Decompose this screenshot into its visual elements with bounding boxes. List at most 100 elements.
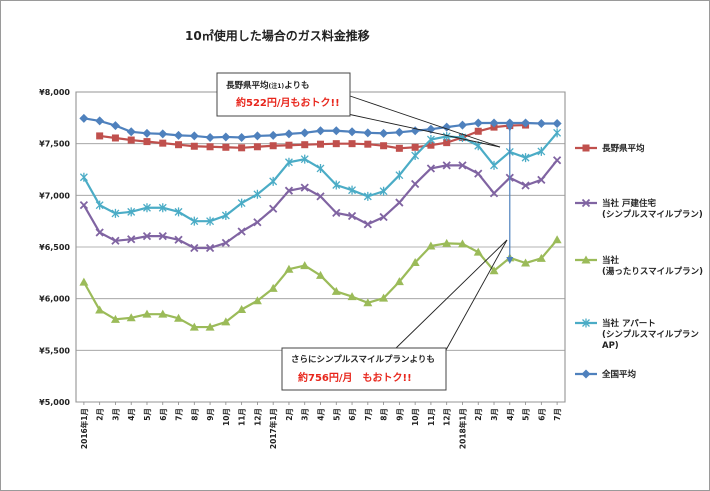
- callout-leader: [393, 239, 508, 351]
- data-point: [269, 204, 278, 213]
- data-point: [158, 309, 168, 318]
- data-point: [284, 157, 293, 167]
- data-point: [221, 210, 230, 220]
- data-point: [111, 236, 120, 245]
- x-tick-label: 6月: [537, 408, 546, 421]
- data-point: [143, 203, 151, 213]
- legend-label: 当社 戸建住宅: [602, 198, 656, 209]
- data-point: [443, 139, 451, 147]
- data-point: [269, 142, 277, 150]
- data-point: [489, 266, 499, 275]
- data-point: [582, 318, 590, 328]
- data-point: [379, 212, 388, 222]
- data-point: [205, 322, 215, 331]
- data-point: [363, 220, 372, 229]
- data-point: [363, 298, 373, 307]
- callout-line1-main: 長野県平均: [226, 80, 269, 91]
- y-tick-label: ¥5,500: [39, 346, 70, 355]
- x-tick-label: 2月: [474, 408, 483, 421]
- x-tick-label: 12月: [253, 408, 262, 426]
- data-point: [110, 314, 120, 323]
- x-tick-label: 3月: [111, 408, 120, 421]
- x-tick-label: 6月: [348, 408, 357, 421]
- data-point: [158, 129, 168, 139]
- data-point: [347, 211, 357, 221]
- data-point: [426, 135, 435, 145]
- x-tick-label: 2018年1月: [457, 408, 467, 449]
- x-tick-label: 8月: [380, 408, 389, 421]
- data-point: [252, 296, 262, 305]
- data-point: [110, 121, 120, 131]
- data-point: [380, 142, 388, 150]
- data-point: [457, 239, 467, 248]
- callout-box: [216, 72, 351, 117]
- data-point: [95, 200, 104, 210]
- data-point: [221, 132, 231, 142]
- data-point: [395, 144, 403, 152]
- series-3: [79, 128, 562, 226]
- data-point: [174, 207, 183, 217]
- data-point: [458, 161, 467, 170]
- callout-line1: 長野県平均(注1)よりも: [226, 80, 310, 91]
- callout-leader: [342, 112, 501, 148]
- data-point: [347, 292, 357, 301]
- data-point: [253, 189, 262, 199]
- data-point: [126, 127, 136, 137]
- data-point: [411, 151, 420, 161]
- data-point: [79, 201, 89, 210]
- data-point: [189, 322, 199, 331]
- data-point: [127, 136, 135, 144]
- x-tick-label: 2016年1月: [79, 408, 89, 449]
- data-point: [411, 143, 419, 151]
- callout-leader: [445, 239, 508, 351]
- callout-leader: [349, 95, 501, 148]
- series-2: [79, 235, 562, 331]
- callout-highlight: 約756円/月 もおトク!!: [298, 371, 412, 384]
- data-point: [127, 207, 136, 217]
- data-point: [142, 309, 152, 318]
- data-point: [301, 141, 309, 149]
- data-point: [442, 238, 452, 247]
- data-point: [536, 253, 546, 262]
- callout-highlight: 約522円/月もおトク!!: [236, 96, 340, 109]
- data-point: [363, 128, 373, 138]
- x-tick-label: 9月: [395, 408, 404, 421]
- data-point: [237, 305, 247, 314]
- data-point: [537, 175, 546, 184]
- data-point: [284, 129, 294, 139]
- data-point: [95, 116, 105, 126]
- callout-note: (注1): [269, 82, 285, 90]
- data-point: [300, 128, 310, 138]
- data-point: [189, 131, 199, 141]
- data-point: [143, 138, 151, 146]
- data-point: [348, 140, 356, 148]
- data-point: [158, 232, 167, 241]
- data-point: [379, 128, 389, 138]
- data-point: [332, 180, 341, 190]
- data-point: [394, 127, 404, 137]
- x-tick-label: 8月: [190, 408, 199, 421]
- data-point: [521, 258, 531, 267]
- series-0: [96, 121, 530, 152]
- x-tick-label: 9月: [206, 408, 215, 421]
- data-point: [347, 127, 357, 137]
- data-point: [79, 277, 89, 286]
- legend-label: 全国平均: [601, 369, 637, 380]
- data-point: [174, 235, 183, 244]
- data-point: [474, 127, 482, 135]
- callout-line1: さらにシンプルスマイルプランよりも: [291, 354, 435, 365]
- data-point: [95, 228, 104, 237]
- data-point: [552, 156, 562, 165]
- series-line: [99, 123, 526, 150]
- callout-box: [281, 347, 447, 391]
- data-point: [521, 118, 531, 128]
- data-point: [316, 126, 325, 136]
- data-point: [95, 305, 105, 314]
- x-tick-label: 4月: [317, 408, 326, 421]
- data-point: [284, 264, 294, 273]
- x-tick-label: 5月: [332, 408, 341, 421]
- data-point: [473, 118, 483, 128]
